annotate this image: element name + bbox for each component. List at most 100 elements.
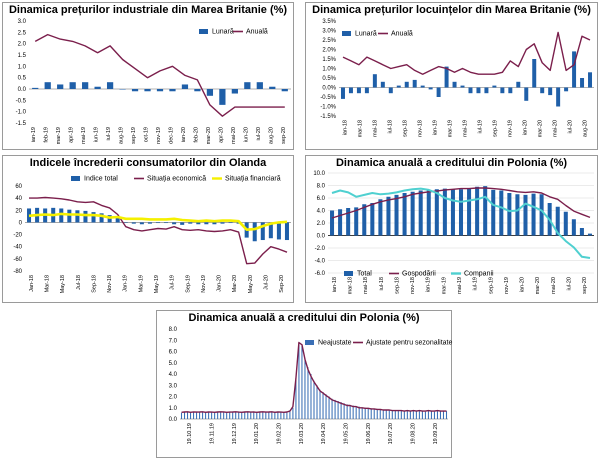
nl-confidence-chart: -80 -60 -40 -20 0 20 40 60 Jan-18 Mar-18 May-18 Jul… (13, 176, 291, 293)
pl-credit-annual-chart: -6.0 -4.0 -2.0 0.0 2.0 4.0 6.0 8.0 10.0 ian-18 mar… (313, 171, 594, 294)
x-tick-label: Jan-19 (123, 275, 129, 292)
bar (355, 406, 357, 419)
bar (204, 222, 209, 225)
legend-label: Anuală (391, 31, 413, 38)
bar (412, 79, 417, 88)
bar (67, 209, 72, 223)
x-tick-label: Mar-20 (232, 275, 238, 292)
x-tick-label: ian-19 (433, 120, 439, 135)
bar (208, 412, 210, 419)
y-tick-label: 0.5% (322, 76, 336, 82)
bar (292, 407, 294, 419)
bar (44, 82, 51, 89)
bar (322, 392, 324, 419)
bar (220, 222, 225, 224)
y-tick-label: 0 (19, 220, 23, 226)
y-tick-label: -1.5 (16, 121, 27, 127)
bar (244, 82, 251, 89)
bar (420, 85, 425, 88)
bar (539, 194, 544, 236)
bar (106, 82, 114, 89)
uk-industrial-chart: -1.5 -1.0 -0.5 0.0 0.5 1.0 1.5 2.0 2.5 3.0 ian-19 f… (16, 19, 291, 144)
bar (352, 405, 354, 419)
bar (379, 409, 381, 419)
y-tick-label: 3.5% (322, 19, 336, 25)
x-tick-label: iun-20 (243, 127, 249, 142)
bar (439, 411, 441, 419)
bar (298, 343, 300, 419)
legend-swatch (305, 340, 314, 345)
x-tick-label: 19.02.20 (277, 423, 283, 444)
bar (580, 78, 585, 88)
bar (277, 412, 279, 419)
bar (483, 186, 488, 236)
y-tick-label: -6.0 (315, 271, 326, 277)
x-tick-label: mar-20 (206, 127, 212, 144)
bar (284, 222, 289, 241)
bar (164, 222, 169, 224)
bar (115, 217, 120, 223)
bar (418, 190, 423, 236)
bar (289, 411, 291, 419)
x-tick-label: 19.06.20 (366, 423, 372, 444)
y-tick-label: -80 (13, 269, 22, 275)
bar (259, 412, 261, 419)
bar (330, 210, 335, 236)
line-series (34, 33, 285, 117)
x-tick-label: iul-20 (567, 277, 573, 290)
bar (418, 411, 420, 419)
line-series-2 (331, 187, 591, 259)
bar (202, 412, 204, 419)
bar (307, 367, 309, 419)
bar (523, 194, 528, 236)
bar (131, 89, 139, 92)
x-tick-label: iul-20 (568, 120, 574, 133)
bar (338, 209, 343, 236)
bar (468, 87, 473, 94)
x-tick-label: nov-18 (418, 120, 424, 137)
x-tick-label: mai-19 (81, 127, 87, 144)
x-tick-label: 19.12.19 (232, 423, 238, 444)
bar (380, 81, 385, 88)
y-tick-label: 2.5% (322, 38, 336, 44)
bar (394, 410, 396, 419)
x-tick-label: Jul-20 (264, 275, 270, 290)
bar (563, 211, 568, 236)
x-tick-label: mar-19 (441, 277, 447, 294)
y-tick-label: 0.0 (317, 234, 326, 240)
bar (295, 379, 297, 419)
bar (172, 222, 177, 225)
y-tick-label: 2.0% (322, 48, 336, 54)
bar (436, 87, 441, 97)
bar (229, 412, 231, 419)
bar (346, 404, 348, 419)
bar (268, 222, 273, 239)
x-tick-label: mar-19 (56, 127, 62, 144)
bar (276, 222, 281, 240)
bar (244, 412, 246, 419)
y-tick-label: -40 (13, 245, 22, 251)
bar (196, 412, 198, 419)
bar (531, 193, 536, 236)
y-tick-label: 8.0 (169, 327, 178, 333)
x-tick-label: Nov-18 (107, 275, 113, 293)
chart-title: Dinamica prețurilor industriale din Mare… (8, 4, 288, 16)
bar (460, 85, 465, 88)
x-tick-label: nov-19 (508, 120, 514, 137)
pl-credit-annual-chart-panel: Dinamica anuală a creditului din Polonia… (305, 155, 598, 303)
x-tick-label: iul-18 (379, 277, 385, 290)
bar (193, 412, 195, 419)
x-tick-label: ian-19 (31, 127, 37, 142)
bar (397, 410, 399, 419)
x-tick-label: Nov-19 (201, 275, 207, 293)
bar (433, 411, 435, 419)
x-tick-label: nov-18 (410, 277, 416, 294)
bar (32, 87, 39, 89)
pl-credit-weekly-chart-panel: Dinamica anuală a creditului din Polonia… (156, 310, 452, 458)
uk-housing-chart: -1.5% -1.0% -0.5% 0.0% 0.5% 1.0% 1.5% 2.0% 2.5% 3… (320, 19, 594, 137)
x-tick-label: iun-19 (94, 127, 100, 142)
bar (475, 186, 480, 236)
bar (396, 85, 401, 88)
y-tick-label: -60 (13, 257, 22, 263)
legend-label: Indice total (84, 176, 118, 183)
